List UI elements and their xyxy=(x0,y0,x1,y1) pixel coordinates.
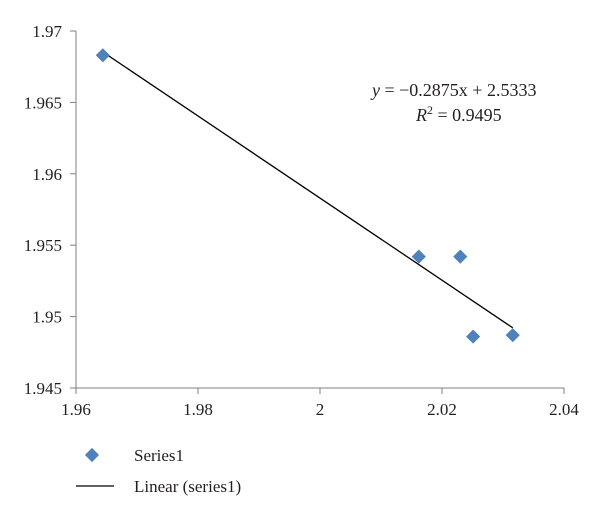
r-squared-annotation: R2 = 0.9495 xyxy=(415,103,502,125)
data-point xyxy=(453,249,468,264)
y-tick-label: 1.95 xyxy=(32,308,62,327)
y-tick-label: 1.965 xyxy=(24,93,62,112)
data-point xyxy=(466,329,481,344)
y-tick-label: 1.96 xyxy=(32,165,62,184)
data-point xyxy=(95,48,110,63)
trendline-group xyxy=(102,51,514,329)
legend-series-label: Series1 xyxy=(134,446,184,465)
x-tick-label: 1.98 xyxy=(183,400,213,419)
y-axis-ticks: 1.945 1.95 1.955 1.96 1.965 1.97 xyxy=(24,22,76,398)
x-tick-label: 2.02 xyxy=(427,400,457,419)
trendline xyxy=(102,51,514,329)
y-tick-label: 1.945 xyxy=(24,379,62,398)
data-point xyxy=(505,328,520,343)
y-tick-label: 1.97 xyxy=(32,22,62,41)
equation-lhs: y xyxy=(370,80,380,100)
r2-value: = 0.9495 xyxy=(433,105,502,125)
legend-series-marker xyxy=(84,447,100,463)
x-tick-label: 1.96 xyxy=(61,400,91,419)
trendline-equation: y = −0.2875x + 2.5333 xyxy=(370,80,536,100)
y-tick-label: 1.955 xyxy=(24,236,62,255)
x-tick-label: 2.04 xyxy=(549,400,579,419)
legend: Series1 Linear (series1) xyxy=(76,446,241,496)
equation-rhs: = −0.2875x + 2.5333 xyxy=(380,80,536,100)
x-axis-ticks: 1.96 1.98 2 2.02 2.04 xyxy=(61,388,579,419)
legend-trend-label: Linear (series1) xyxy=(134,477,241,496)
x-tick-label: 2 xyxy=(316,400,325,419)
r2-exponent: 2 xyxy=(427,103,433,117)
r2-label: R xyxy=(415,105,427,125)
data-point xyxy=(411,249,426,264)
